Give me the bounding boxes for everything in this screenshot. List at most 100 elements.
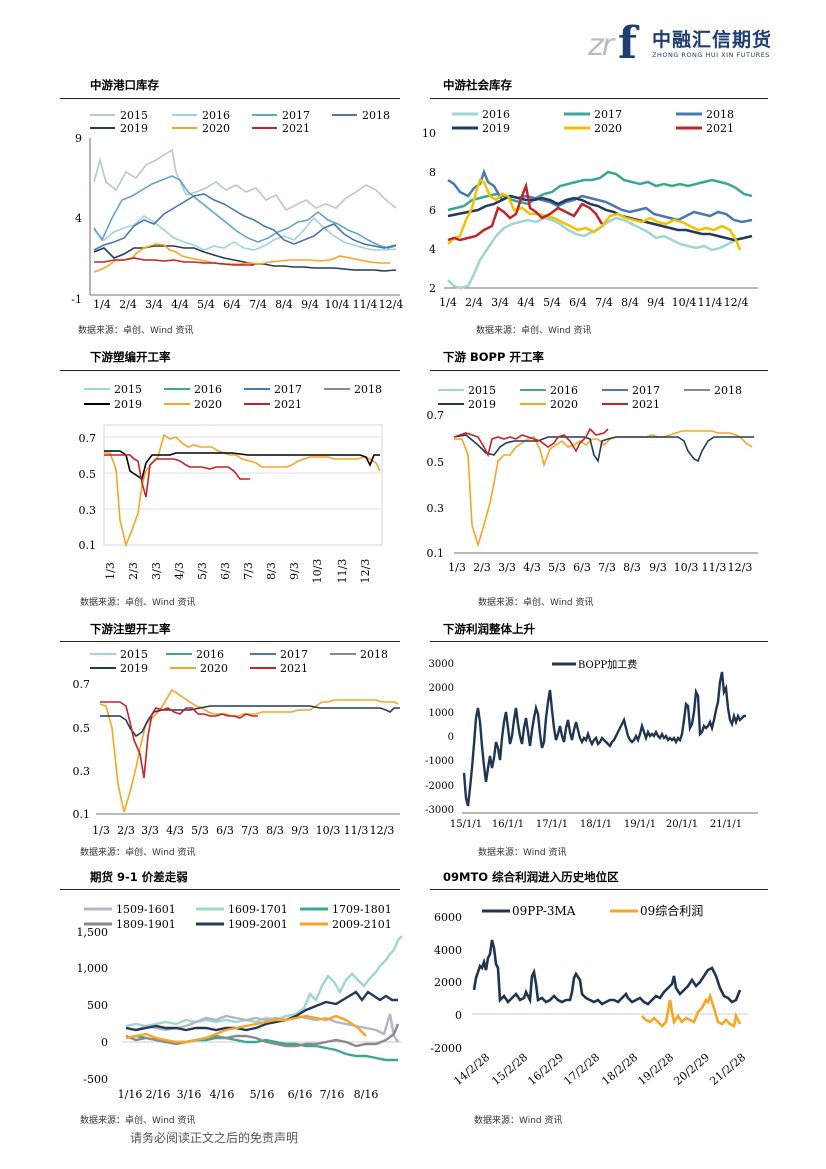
- chart-title-bopp: 下游 BOPP 开工率: [443, 350, 544, 364]
- legend-label: 2015: [114, 383, 142, 396]
- y-tick-label: 10: [422, 127, 436, 140]
- bopp-utilization-chart: 2015 2016 2017 2018 2019 2020 2021 0.7 0…: [427, 384, 758, 574]
- x-tick-label: 10/3: [311, 559, 324, 584]
- x-tick-label: 10/3: [316, 824, 341, 837]
- legend: 2015 2016 2017 2018 2019 2020 2021: [84, 383, 382, 411]
- data-source: 数据来源：卓创、Wind 资讯: [78, 326, 194, 336]
- x-tick-label: 9/3: [649, 561, 667, 574]
- legend-label: 2016: [482, 108, 510, 121]
- legend-label: 09综合利润: [640, 903, 703, 918]
- y-tick-label: 0: [455, 1009, 462, 1022]
- x-tick-label: 14/2/28: [451, 1051, 492, 1088]
- legend-label: 2018: [354, 383, 382, 396]
- legend-label: 2016: [202, 109, 230, 122]
- y-tick-label: -500: [83, 1073, 108, 1086]
- legend-label: 2019: [114, 398, 142, 411]
- legend-label: 1709-1801: [332, 903, 392, 916]
- series-2017: [93, 175, 397, 249]
- y-tick-label: 0: [101, 1036, 108, 1049]
- x-tick-label: 12/4: [379, 298, 404, 311]
- x-tick-label: 2/4: [465, 296, 483, 309]
- plot-border: [103, 424, 383, 546]
- legend-label: 2017: [632, 384, 660, 397]
- social-inventory-chart: 2016 2017 2018 2019 2020 2021 10 8 6 4 2…: [422, 108, 758, 309]
- y-tick-label: 0.7: [73, 678, 91, 691]
- x-tick-label: 16/1/1: [492, 819, 524, 830]
- x-tick-label: 3/3: [498, 561, 516, 574]
- y-tick-label: -1: [71, 293, 82, 306]
- legend-label: 2018: [362, 109, 390, 122]
- company-name-cn: 中融汇信期货: [652, 29, 773, 51]
- legend-label: 2017: [282, 109, 310, 122]
- x-tick-label: 4/16: [210, 1088, 235, 1101]
- y-tick-label: -2000: [425, 781, 454, 792]
- x-tick-label: 5/16: [250, 1088, 275, 1101]
- x-tick-label: 11/3: [344, 824, 369, 837]
- legend-label: 2019: [468, 398, 496, 411]
- y-tick-label: 0: [448, 732, 454, 743]
- x-tick-label: 7/4: [249, 298, 267, 311]
- x-tick-label: 19/2/28: [635, 1051, 676, 1088]
- legend-label: 09PP-3MA: [512, 904, 576, 918]
- x-tick-label: 12/3: [370, 824, 395, 837]
- y-tick-label: 0.5: [73, 722, 91, 735]
- x-tick-label: 5/4: [197, 298, 215, 311]
- legend-label: BOPP加工费: [578, 658, 637, 671]
- y-tick-label: 2: [429, 282, 436, 295]
- legend-label: 2021: [706, 122, 734, 135]
- series-2020: [99, 688, 399, 813]
- series-bopp-fee: [462, 671, 746, 807]
- title-rule: [60, 370, 400, 371]
- legend: 1509-1601 1609-1701 1709-1801 1809-1901 …: [84, 903, 392, 931]
- legend: 2015 2016 2017 2018 2019 2020 2021: [438, 384, 742, 411]
- y-tick-label: -3000: [425, 805, 454, 816]
- legend-label: 2019: [482, 122, 510, 135]
- x-tick-label: 7/3: [241, 824, 259, 837]
- x-tick-label: 3/3: [150, 562, 163, 580]
- x-tick-label: 7/16: [320, 1088, 345, 1101]
- series-2020: [104, 433, 381, 548]
- x-tick-label: 2/16: [146, 1088, 171, 1101]
- x-tick-label: 9/3: [291, 824, 309, 837]
- series-2019: [453, 434, 754, 464]
- legend-label: 1909-2001: [228, 918, 288, 931]
- y-tick-label: 8: [429, 166, 436, 179]
- x-tick-label: 7/3: [598, 561, 616, 574]
- legend-label: 2016: [194, 383, 222, 396]
- legend-label: 2021: [274, 398, 302, 411]
- legend-label: 2018: [360, 648, 388, 661]
- series-2021: [94, 257, 254, 266]
- chart-title-profit: 下游利润整体上升: [443, 622, 535, 636]
- y-tick-label: 3000: [429, 659, 454, 670]
- x-tick-label: 8/4: [275, 298, 293, 311]
- y-tick-label: 0.5: [427, 456, 445, 469]
- x-tick-label: 8/16: [354, 1088, 379, 1101]
- title-rule: [430, 889, 768, 890]
- legend: 2015 2016 2017 2018 2019 2020 2021: [90, 109, 390, 135]
- x-tick-label: 11/4: [353, 298, 378, 311]
- legend-label: 1809-1901: [116, 918, 176, 931]
- legend-label: 2020: [194, 398, 222, 411]
- series-2016: [93, 215, 397, 251]
- data-source: 数据来源：卓创、Wind 资讯: [80, 598, 196, 608]
- x-tick-label: 11/3: [336, 559, 349, 584]
- y-tick-label: 4000: [434, 944, 462, 957]
- y-tick-label: 1,000: [77, 962, 109, 975]
- x-tick-label: 1/4: [439, 296, 457, 309]
- x-tick-label: 15/2/28: [489, 1051, 530, 1088]
- legend: 2016 2017 2018 2019 2020 2021: [452, 108, 734, 135]
- x-tick-label: 5/3: [191, 824, 209, 837]
- y-tick-label: 0.7: [79, 432, 97, 445]
- legend-label: 2015: [120, 109, 148, 122]
- x-tick-label: 12/3: [359, 559, 372, 584]
- y-tick-label: -2000: [430, 1042, 462, 1055]
- x-tick-label: 6/3: [216, 824, 234, 837]
- x-tick-label: 1/3: [92, 824, 110, 837]
- x-tick-label: 21/1/1: [710, 819, 742, 830]
- y-tick-label: 0.1: [73, 808, 91, 821]
- x-tick-label: 9/4: [301, 298, 319, 311]
- legend-label: 2021: [280, 662, 308, 675]
- weaving-utilization-chart: 2015 2016 2017 2018 2019 2020 2021 0.7 0…: [79, 383, 383, 584]
- logo-f-glyph: f: [618, 18, 637, 69]
- x-tick-label: 4/3: [166, 824, 184, 837]
